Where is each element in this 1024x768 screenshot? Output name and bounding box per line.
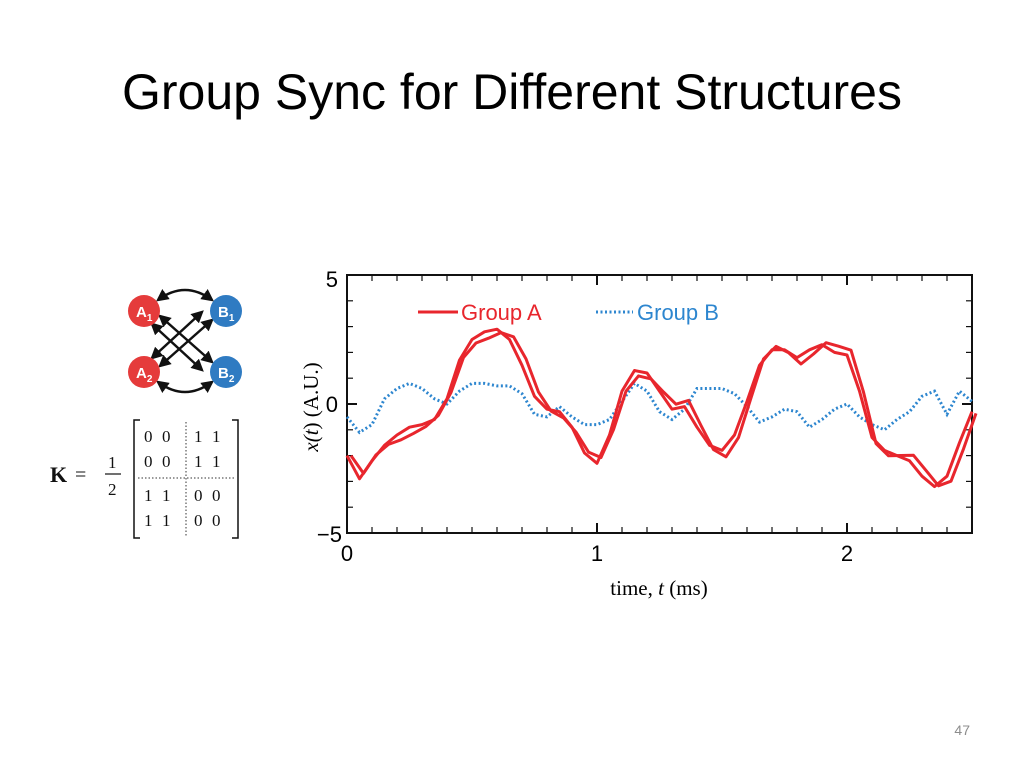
series-line-group-b	[345, 381, 973, 435]
matrix-cell: 1	[212, 427, 221, 446]
series-line-group-a	[345, 327, 974, 489]
matrix-equals: =	[75, 464, 86, 486]
matrix-cell: 0	[144, 427, 153, 446]
matrix-cell: 1	[194, 452, 203, 471]
arrow-a1-b1-top	[155, 288, 215, 302]
matrix-cell: 1	[162, 486, 171, 505]
coupling-matrix-equation: K = 1 2 0 0 1 1 0 0 1 1 1 1 0 0 1 1 0 0	[50, 419, 239, 539]
y-axis-label: x(t) (A.U.)	[299, 362, 323, 452]
arrow-a2-b1-2	[150, 310, 204, 360]
svg-text:A2: A2	[136, 365, 153, 385]
coupling-arrows	[150, 288, 215, 394]
time-series-chart: 5 0 −5 0 1 2 time, t (ms) x(t) (A.U.) Gr…	[299, 267, 978, 600]
arrow-a2-b2-bottom	[155, 380, 215, 394]
matrix-cell: 0	[162, 427, 171, 446]
y-tick-label-minus5: −5	[317, 522, 342, 547]
node-b2-letter: B	[218, 365, 229, 382]
node-a1-letter: A	[136, 304, 147, 321]
matrix-left-bracket	[133, 419, 140, 539]
x-tick-marks	[346, 275, 973, 533]
page-number: 47	[954, 722, 970, 738]
svg-text:A1: A1	[136, 304, 153, 324]
node-b2-sub: 2	[229, 374, 235, 385]
svg-text:B2: B2	[218, 365, 235, 385]
node-a2-sub: 2	[147, 374, 153, 385]
node-b1-letter: B	[218, 304, 229, 321]
node-b2: B2	[210, 356, 242, 388]
fraction-denominator: 2	[108, 480, 117, 499]
x-tick-label-0: 0	[341, 541, 353, 566]
matrix-cell: 1	[212, 452, 221, 471]
series-layer	[345, 327, 978, 489]
y-tick-label-5: 5	[326, 267, 338, 292]
slide-title: Group Sync for Different Structures	[122, 64, 902, 120]
y-tick-label-0: 0	[326, 392, 338, 417]
matrix-cell: 0	[194, 486, 203, 505]
node-a1-sub: 1	[147, 313, 153, 324]
node-a2-circle	[128, 356, 160, 388]
network-diagram: A1 B1 A2 B2 K = 1 2 0 0 1 1 0 0 1 1 1	[50, 288, 242, 539]
node-b1-circle	[210, 295, 242, 327]
node-b1: B1	[210, 295, 242, 327]
matrix-cell: 0	[212, 486, 221, 505]
x-tick-label-2: 2	[841, 541, 853, 566]
matrix-cell: 0	[212, 511, 221, 530]
matrix-symbol: K	[50, 462, 67, 487]
node-a2-letter: A	[136, 365, 147, 382]
matrix-cell: 0	[144, 452, 153, 471]
legend-label-group-b: Group B	[637, 300, 719, 325]
node-b1-sub: 1	[229, 313, 235, 324]
node-a2: A2	[128, 356, 160, 388]
legend: Group A Group B	[418, 300, 719, 325]
matrix-cell: 0	[194, 511, 203, 530]
node-a1: A1	[128, 295, 160, 327]
svg-text:B1: B1	[218, 304, 235, 324]
matrix-cell: 1	[144, 486, 153, 505]
matrix-cell: 1	[144, 511, 153, 530]
node-b2-circle	[210, 356, 242, 388]
matrix-cell: 1	[162, 511, 171, 530]
x-tick-label-1: 1	[591, 541, 603, 566]
matrix-cell: 0	[162, 452, 171, 471]
fraction-numerator: 1	[108, 453, 117, 472]
y-tick-marks	[347, 274, 972, 534]
matrix-cell: 1	[194, 427, 203, 446]
matrix-right-bracket	[232, 419, 239, 539]
node-a1-circle	[128, 295, 160, 327]
legend-label-group-a: Group A	[461, 300, 542, 325]
x-axis-label: time, t (ms)	[610, 576, 707, 600]
series-line-group-a	[349, 331, 978, 488]
